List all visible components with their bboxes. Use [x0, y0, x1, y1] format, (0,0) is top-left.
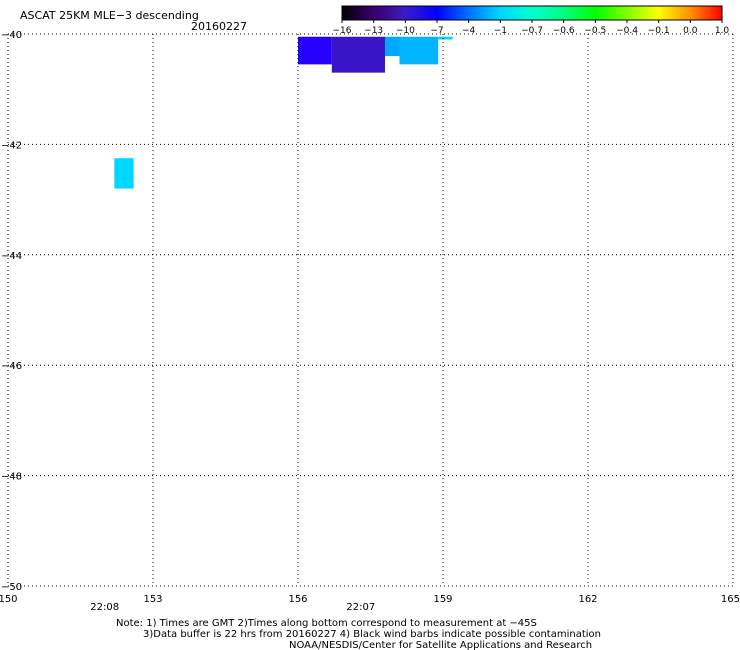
data-cell: [298, 36, 332, 65]
data-cell: [331, 36, 385, 73]
note-line-3: NOAA/NESDIS/Center for Satellite Applica…: [289, 640, 592, 650]
colorbar-label: −0.6: [553, 26, 575, 36]
data-cell: [114, 158, 134, 189]
grid-lines: [7, 33, 734, 587]
colorbar-label: −13: [364, 26, 383, 36]
x-tick-label: 159: [433, 594, 452, 605]
colorbar-label: 0.0: [683, 26, 698, 36]
time-label: 22:08: [90, 602, 119, 613]
x-tick-labels: 150 153 156 159 162 165: [0, 594, 740, 605]
y-tick-label: −40: [1, 30, 22, 41]
chart-title: ASCAT 25KM MLE−3 descending: [20, 9, 199, 22]
colorbar-strip: [341, 5, 723, 21]
y-tick-label: −44: [1, 251, 22, 262]
data-cells: [114, 36, 453, 189]
colorbar-label: −0.7: [521, 26, 543, 36]
chart-date: 20160227: [191, 20, 247, 33]
y-tick-label: −50: [1, 582, 22, 593]
y-tick-label: −46: [1, 361, 22, 372]
note-line-2: 3)Data buffer is 22 hrs from 20160227 4)…: [143, 629, 601, 640]
y-tick-label: −42: [1, 140, 22, 151]
data-cell: [385, 36, 400, 57]
colorbar-label: −7: [430, 26, 443, 36]
colorbar-label: −10: [396, 26, 415, 36]
data-cell: [399, 36, 439, 65]
x-tick-label: 150: [0, 594, 18, 605]
colorbar-label: −0.1: [648, 26, 670, 36]
colorbar-label: −16: [333, 26, 352, 36]
colorbar-label: −1: [494, 26, 507, 36]
colorbar-label: −4: [462, 26, 476, 36]
x-tick-label: 156: [288, 594, 307, 605]
x-tick-label: 162: [578, 594, 597, 605]
y-tick-labels: −40 −42 −44 −46 −48 −50: [1, 30, 22, 593]
time-labels: 22:08 22:07: [90, 602, 375, 613]
x-tick-label: 165: [721, 594, 740, 605]
x-tick-label: 153: [143, 594, 162, 605]
colorbar: −16 −13 −10 −7 −4 −1 −0.7 −0.6 −0.5 −0.4 −0.1 0.0 1.…: [333, 5, 730, 36]
colorbar-label: −0.4: [616, 26, 638, 36]
colorbar-label: −0.5: [584, 26, 606, 36]
note-line-1: Note: 1) Times are GMT 2)Times along bot…: [116, 618, 537, 629]
data-cell: [438, 36, 453, 40]
colorbar-label: 1.0: [715, 26, 730, 36]
time-label: 22:07: [346, 602, 375, 613]
y-tick-label: −48: [1, 472, 22, 483]
